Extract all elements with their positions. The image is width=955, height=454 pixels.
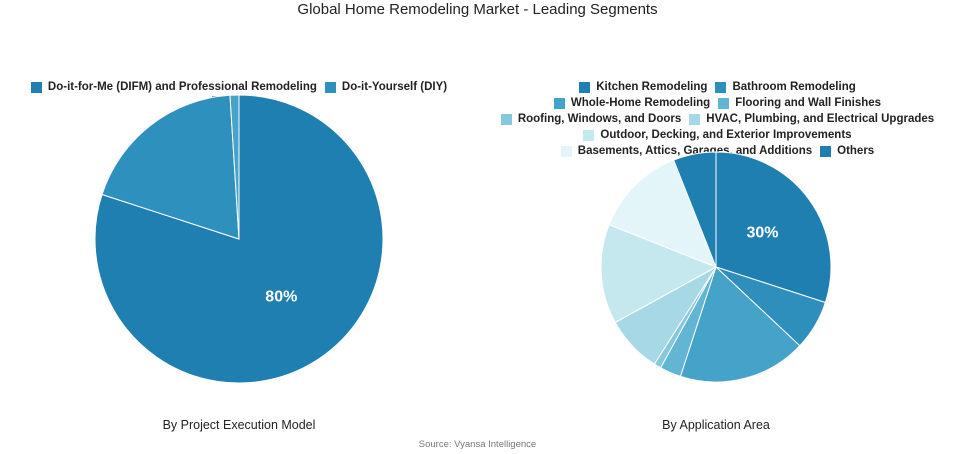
pie-slice-kitchen-remodeling (715, 151, 832, 304)
legend-item-hvac-plumbing-and-electrical-upgrades: HVAC, Plumbing, and Electrical Upgrades (689, 112, 934, 126)
pie-slice-do-it-yourself-diy (101, 94, 240, 240)
legend-swatch (560, 145, 572, 157)
legend-label: Basements, Attics, Garages, and Addition… (577, 145, 813, 157)
pie-slice-whole-home-remodeling (679, 266, 801, 383)
legend-swatch (689, 113, 701, 125)
legend-label: Flooring and Wall Finishes (735, 97, 882, 109)
legend-label: Kitchen Remodeling (596, 81, 708, 93)
legend-item-kitchen-remodeling: Kitchen Remodeling (579, 80, 707, 94)
legend-swatch (579, 81, 591, 93)
legend-label: Roofing, Windows, and Doors (517, 113, 682, 125)
legend-label: Others (837, 145, 875, 157)
legend-swatch (500, 113, 512, 125)
legend-item-outdoor-decking-and-exterior-improvements: Outdoor, Decking, and Exterior Improveme… (583, 128, 852, 142)
pie-slice-others (673, 151, 717, 268)
legend-swatch (820, 145, 832, 157)
legend-swatch (718, 97, 730, 109)
data-label-kitchen-remodeling: 30% (747, 224, 779, 241)
legend-item-roofing-windows-and-doors: Roofing, Windows, and Doors (500, 112, 682, 126)
pie-chart-project-execution-model: 80% (94, 94, 384, 384)
legend-label: Do-it-Yourself (DIY) (341, 81, 448, 93)
chart-title: Global Home Remodeling Market - Leading … (297, 1, 658, 18)
legend-swatch (553, 97, 565, 109)
legend-item-do-it-yourself-diy: Do-it-Yourself (DIY) (324, 80, 448, 94)
legend-item-bathroom-remodeling: Bathroom Remodeling (715, 80, 856, 94)
pie-chart-application-area: 30% (600, 151, 832, 383)
legend-swatch (715, 81, 727, 93)
pie-slice-basements-attics-garages-and-additions (608, 159, 717, 268)
legend-item-flooring-and-wall-finishes: Flooring and Wall Finishes (718, 96, 881, 110)
legend-application-area: Kitchen Remodeling Bathroom Remodeling Who… (495, 80, 940, 158)
legend-label: Bathroom Remodeling (732, 81, 856, 93)
legend-item-basements-attics-garages-and-additions: Basements, Attics, Garages, and Addition… (560, 144, 813, 158)
legend-item-do-it-for-me-difm-and-professional-remodeling: Do-it-for-Me (DIFM) and Professional Rem… (30, 80, 317, 94)
pie-slice-outdoor-decking-and-exterior-improvements (600, 224, 718, 324)
legend-item-whole-home-remodeling: Whole-Home Remodeling (553, 96, 711, 110)
pie-slice-others (229, 94, 240, 240)
data-label-do-it-for-me-difm-and-professional-remodeling: 80% (265, 288, 297, 305)
legend-item-others: Others (820, 144, 874, 158)
legend-label: Whole-Home Remodeling (570, 97, 711, 109)
legend-swatch (583, 129, 595, 141)
legend-label: HVAC, Plumbing, and Electrical Upgrades (706, 113, 935, 125)
legend-swatch (324, 81, 336, 93)
source-note: Source: Vyansa Intelligence (418, 439, 537, 450)
legend-label: Do-it-for-Me (DIFM) and Professional Rem… (47, 81, 317, 93)
legend-label: Outdoor, Decking, and Exterior Improveme… (600, 129, 852, 141)
subtitle-application-area: By Application Area (662, 418, 770, 432)
subtitle-project-execution-model: By Project Execution Model (162, 418, 316, 432)
legend-swatch (30, 81, 42, 93)
